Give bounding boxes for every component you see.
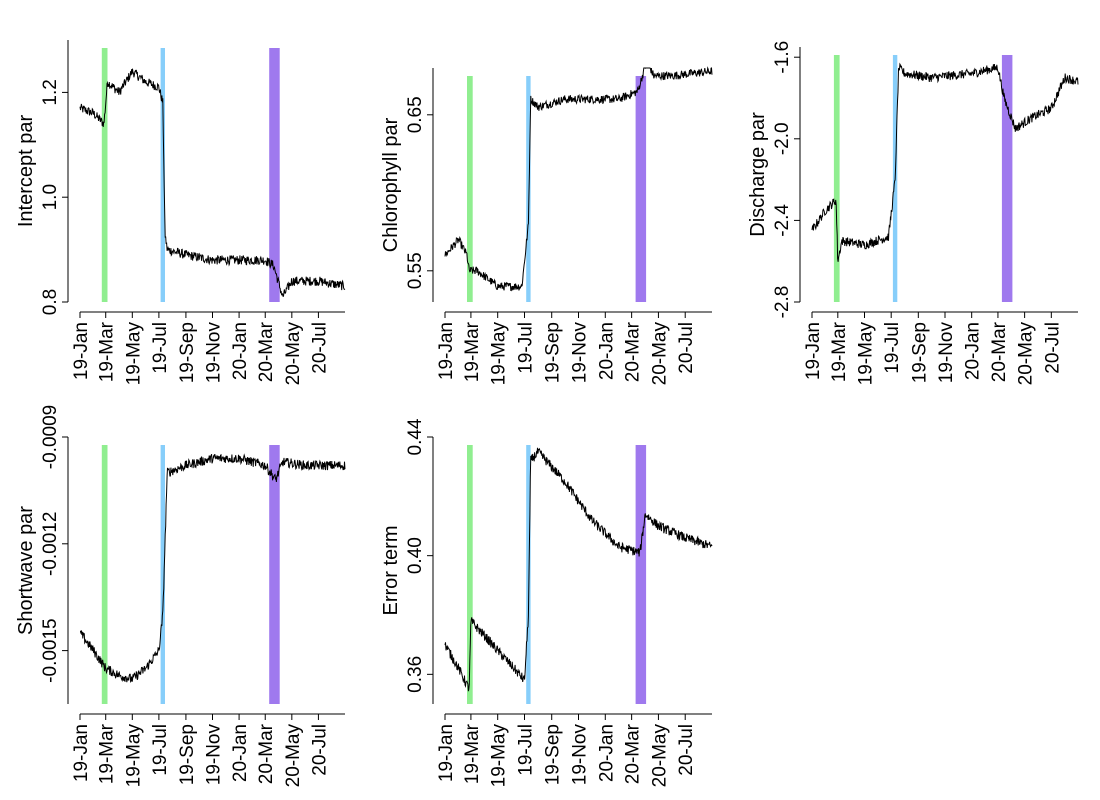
series-line	[811, 62, 1079, 262]
x-tick-label: 20-Mar	[623, 723, 644, 784]
x-tick-label: 19-Jan	[71, 724, 92, 782]
x-tick-label: 19-Jul	[515, 724, 536, 776]
highlight-band-2	[160, 48, 165, 302]
highlight-band-1	[101, 48, 108, 302]
x-tick-label: 19-Jul	[882, 322, 903, 374]
x-tick-label: 20-Mar	[256, 723, 277, 784]
y-tick-label: 1.0	[40, 184, 61, 210]
highlight-band-3	[269, 48, 280, 302]
x-tick-label: 20-Jan	[230, 322, 251, 380]
y-tick-label: -0.0015	[40, 618, 61, 682]
panel-4: -0.0015 -0.0012 -0.0009 Shortwave par 19-Jan…	[15, 405, 346, 788]
x-tick-label: 19-Jan	[803, 322, 824, 380]
x-tick-label: 20-Jul	[676, 724, 697, 776]
y-axis-label: Shortwave par	[15, 506, 37, 635]
x-tick-label: 19-Mar	[829, 321, 850, 382]
highlight-band-3	[635, 445, 647, 704]
x-tick-label: 20-Jul	[1042, 322, 1063, 374]
panel-5: 0.36 0.40 0.44 Error term 19-Jan 19-Mar 19-May…	[380, 418, 713, 788]
highlight-band-2	[526, 76, 531, 302]
y-tick-label: -0.0009	[40, 405, 61, 469]
highlight-band-3	[635, 76, 647, 302]
y-axis-label: Error term	[380, 526, 402, 616]
y-tick-label: -1.6	[772, 41, 793, 74]
x-tick-label: 19-Sep	[909, 322, 930, 383]
x-tick-label: 20-May	[1016, 322, 1037, 386]
x-tick-label: 19-May	[856, 322, 877, 386]
series-line	[444, 66, 713, 292]
x-tick-label: 19-Sep	[543, 322, 564, 383]
x-tick-label: 20-Mar	[623, 321, 644, 382]
x-tick-label: 19-Sep	[177, 322, 198, 383]
x-tick-label: 19-Sep	[543, 724, 564, 785]
x-tick-label: 20-Jul	[676, 322, 697, 374]
x-tick-label: 20-Mar	[256, 321, 277, 382]
y-tick-label: -0.0012	[40, 512, 61, 576]
y-tick-label: 1.2	[40, 79, 61, 105]
x-tick-label: 19-May	[489, 724, 510, 788]
x-tick-label: 20-May	[649, 724, 670, 788]
x-tick-label: 20-Mar	[989, 321, 1010, 382]
x-tick-label: 20-May	[283, 322, 304, 386]
x-tick-label: 20-Jan	[596, 322, 617, 380]
highlight-band-1	[833, 55, 840, 302]
y-axis-label: Discharge par	[747, 112, 769, 237]
highlight-band-1	[467, 445, 473, 704]
x-tick-label: 20-Jan	[963, 322, 984, 380]
x-tick-label: 19-Nov	[204, 724, 225, 786]
y-tick-label: 0.65	[405, 96, 426, 133]
x-tick-label: 19-Nov	[570, 724, 591, 786]
x-tick-label: 19-May	[123, 322, 144, 386]
x-tick-label: 19-Mar	[462, 723, 483, 784]
x-tick-label: 19-Jan	[71, 322, 92, 380]
y-tick-label: 0.55	[405, 252, 426, 289]
y-tick-label: -2.4	[772, 204, 793, 237]
y-tick-label: 0.44	[405, 418, 426, 455]
y-tick-label: 0.40	[405, 537, 426, 574]
x-tick-label: 20-Jan	[596, 724, 617, 782]
x-tick-label: 19-Jan	[436, 322, 457, 380]
x-tick-label: 20-May	[649, 322, 670, 386]
y-axis-label: Chlorophyll par	[380, 117, 402, 252]
highlight-band-2	[160, 445, 165, 704]
x-tick-label: 19-Jan	[436, 724, 457, 782]
x-tick-label: 19-Jul	[515, 322, 536, 374]
series-line	[79, 68, 346, 297]
x-tick-label: 19-Nov	[936, 322, 957, 384]
series-line	[444, 447, 713, 692]
y-tick-label: -2.0	[772, 122, 793, 155]
x-tick-label: 19-Jul	[150, 724, 171, 776]
highlight-band-3	[269, 445, 280, 704]
x-tick-label: 19-Nov	[570, 322, 591, 384]
x-tick-label: 19-Nov	[204, 322, 225, 384]
y-tick-label: -2.8	[772, 286, 793, 319]
highlight-band-1	[467, 76, 473, 302]
series-line	[80, 453, 346, 684]
x-tick-label: 19-Mar	[97, 723, 118, 784]
x-tick-label: 20-May	[283, 724, 304, 788]
highlight-band-2	[526, 445, 531, 704]
x-tick-label: 19-May	[489, 322, 510, 386]
x-tick-label: 20-Jan	[230, 724, 251, 782]
x-tick-label: 20-Jul	[309, 724, 330, 776]
highlight-band-1	[101, 445, 108, 704]
y-axis-label: Intercept par	[15, 115, 37, 228]
x-tick-label: 19-Mar	[462, 321, 483, 382]
y-tick-label: 0.36	[405, 656, 426, 693]
x-tick-label: 19-Jul	[150, 322, 171, 374]
x-tick-label: 19-Sep	[177, 724, 198, 785]
x-tick-label: 19-Mar	[97, 321, 118, 382]
x-tick-label: 19-May	[123, 724, 144, 788]
x-tick-label: 20-Jul	[309, 322, 330, 374]
highlight-band-3	[1001, 55, 1013, 302]
y-tick-label: 0.8	[40, 289, 61, 315]
